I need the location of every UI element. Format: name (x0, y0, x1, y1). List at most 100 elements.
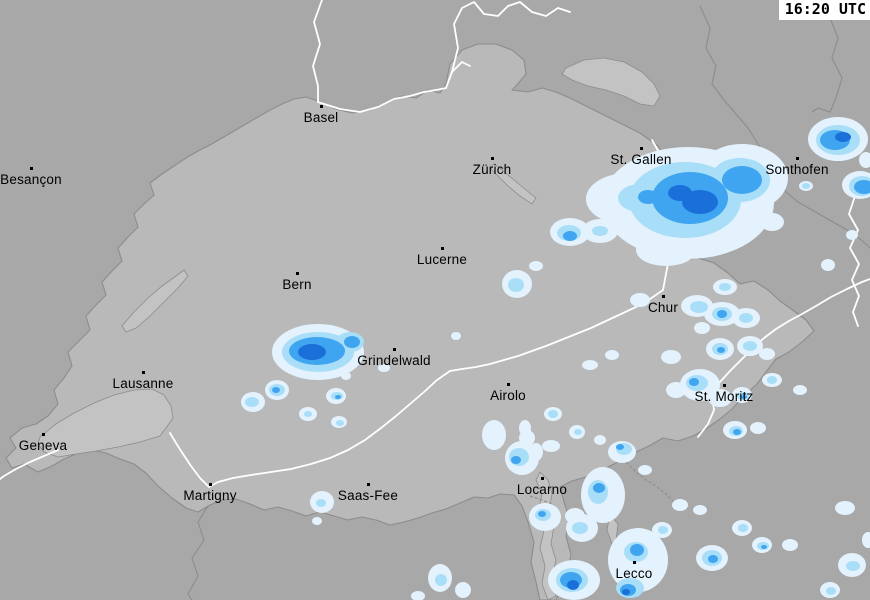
city-dot-st-gallen (640, 147, 643, 150)
city-label-airolo: Airolo (490, 388, 526, 403)
precip-cell-l3 (708, 555, 718, 563)
precip-cell-l1 (750, 422, 766, 434)
precip-cell-l1 (529, 261, 543, 271)
precip-cell-l1 (782, 539, 798, 551)
precip-cell-l1 (793, 385, 807, 395)
river-rhone-geneva (0, 449, 59, 480)
precip-cell-l1 (759, 348, 775, 360)
city-dot-lucerne (441, 247, 444, 250)
city-label-geneva: Geneva (18, 438, 68, 453)
timestamp-badge: 16:20 UTC (778, 0, 870, 20)
city-dot-sonthofen (796, 157, 799, 160)
city-dot-martigny (209, 483, 212, 486)
precip-cell-l2 (435, 574, 447, 586)
precip-cell-l2 (336, 420, 344, 426)
city-dot-locarno (541, 477, 544, 480)
precip-cell-l3 (593, 483, 605, 493)
precip-cell-l3 (630, 544, 644, 556)
city-label-st-moritz: St. Moritz (694, 389, 754, 404)
precip-cell-l2 (572, 522, 588, 534)
precip-cell-l1 (594, 435, 606, 445)
precip-cell-l1 (378, 364, 390, 372)
precip-cell-l2 (592, 226, 608, 236)
city-dot-geneva (42, 433, 45, 436)
lake-neuchatel (121, 269, 189, 333)
precip-cell-l3 (854, 180, 870, 194)
precip-cell-l1 (565, 508, 585, 524)
precip-cell-l1 (312, 517, 322, 525)
lake-zurich (489, 163, 537, 205)
city-dot-lausanne (142, 371, 145, 374)
precip-cell-l1 (636, 234, 696, 266)
precip-cell-l1 (661, 350, 681, 364)
precip-cell-l2 (743, 341, 757, 351)
precip-cell-l1 (666, 382, 686, 398)
city-label-lucerne: Lucerne (416, 252, 468, 267)
city-label-lausanne: Lausanne (112, 376, 174, 391)
precip-cell-l1 (411, 591, 425, 600)
precip-cell-l4 (835, 132, 851, 142)
lake-geneva (37, 388, 174, 458)
city-label-chur: Chur (647, 300, 679, 315)
precip-cell-l2 (304, 411, 312, 417)
precip-cell-l3 (538, 511, 546, 517)
river-high-rhine (317, 61, 471, 113)
city-label-sonthofen: Sonthofen (765, 162, 829, 177)
precip-cell-l3 (335, 395, 341, 399)
city-label-martigny: Martigny (183, 488, 237, 503)
precip-cell-l1 (605, 350, 619, 360)
precip-cell-l1 (694, 322, 710, 334)
lake-constance (561, 57, 661, 107)
river-vorderrhein (449, 289, 664, 372)
precip-cell-l3 (511, 456, 521, 464)
precip-cell-l1 (638, 465, 652, 475)
city-dot-saas-fee (367, 483, 370, 486)
precip-cell-l3 (761, 545, 767, 549)
city-dot-z-rich (491, 157, 494, 160)
city-dot-besan-on (30, 167, 33, 170)
border-italy-dashes (625, 461, 675, 503)
precip-cell-l1 (582, 360, 598, 370)
precip-cell-l1 (693, 505, 707, 515)
river-rhone (169, 370, 451, 488)
city-dot-chur (662, 295, 665, 298)
precip-cell-l1 (482, 420, 506, 450)
precip-cell-l1 (542, 440, 560, 452)
precip-cell-l1 (859, 152, 870, 168)
border-maggiore-dashes (529, 495, 555, 506)
precip-cell-l1 (672, 499, 688, 511)
city-label-lecco: Lecco (615, 566, 653, 581)
precip-cell-l2 (690, 301, 708, 313)
city-dot-lecco (633, 561, 636, 564)
precip-cell-l1 (708, 389, 732, 407)
city-dot-airolo (507, 383, 510, 386)
precip-cell-l3 (733, 429, 741, 435)
city-label-bern: Bern (282, 277, 312, 292)
precip-cell-l4 (668, 185, 692, 201)
precip-cell-l3 (616, 444, 624, 450)
city-dot-grindelwald (393, 348, 396, 351)
city-label-besan-on: Besançon (0, 172, 62, 187)
city-dot-basel (320, 105, 323, 108)
precip-cell-l2 (826, 587, 836, 595)
precip-cell-l3 (722, 166, 762, 194)
precip-cell-l3 (344, 336, 360, 348)
border-top-right (811, 0, 843, 113)
precip-cell-l3 (272, 387, 280, 393)
precip-cell-l2 (574, 429, 582, 435)
precip-cell-l2 (846, 561, 860, 571)
precip-cell-l1 (451, 332, 461, 340)
precip-cell-l4 (567, 580, 579, 590)
precip-cell-l2 (316, 499, 326, 507)
city-label-z-rich: Zürich (472, 162, 512, 177)
precip-cell-l1 (846, 230, 858, 240)
precip-cell-l2 (719, 283, 731, 291)
city-label-basel: Basel (303, 110, 339, 125)
precip-cell-l2 (548, 410, 558, 418)
precip-cell-l2 (802, 183, 810, 189)
city-label-locarno: Locarno (516, 482, 568, 497)
precip-cell-l2 (767, 376, 777, 384)
